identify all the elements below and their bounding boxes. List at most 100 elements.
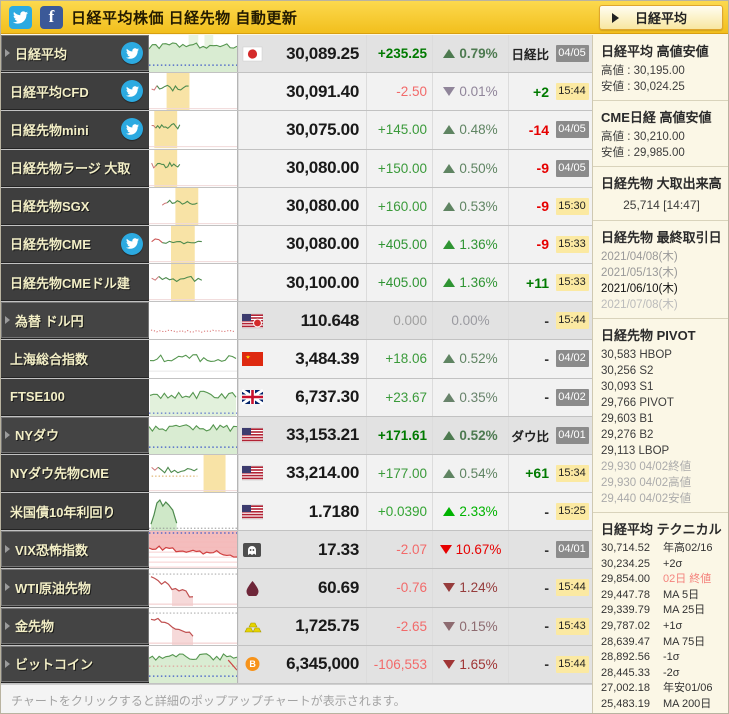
percent-value: 0.01%: [459, 84, 498, 100]
footer-note-text: チャートをクリックすると詳細のポップアップチャートが表示されます。: [11, 693, 406, 708]
percent-value: 2.33%: [459, 504, 498, 520]
change-value: +171.61: [366, 416, 432, 454]
market-label-14[interactable]: VIX恐怖指数: [1, 531, 149, 569]
time-badge: 15:33: [555, 274, 589, 292]
sparkline-chart[interactable]: [149, 264, 238, 302]
sparkline-chart[interactable]: [149, 73, 238, 111]
triangle-up-icon: [443, 125, 456, 135]
sparkline-chart[interactable]: [149, 187, 238, 225]
sidebar-section: 日経平均 テクニカル 30,714.52 年高02/16 30,234.25 +2σ 29…: [593, 513, 728, 713]
table-row: 日経先物ラージ 大取 30,080.00 +150.00 0.50% -9 04/05: [1, 149, 592, 188]
market-label-text: 日経先物CMEドル建: [10, 275, 130, 291]
price-cell: 30,080.00: [238, 149, 366, 187]
change-value: +235.25: [366, 35, 432, 73]
sidebar-section-title: 日経平均 高値安値: [601, 44, 709, 59]
price-value: 30,100.00: [286, 272, 359, 292]
nikkei-average-button[interactable]: 日経平均: [599, 5, 723, 30]
percent-change: 2.33%: [432, 493, 508, 531]
time-badge: 15:25: [555, 503, 589, 521]
technical-row: 25,483.19 MA 200日: [593, 697, 728, 713]
sparkline-chart[interactable]: [149, 645, 238, 683]
twitter-icon[interactable]: [121, 80, 143, 103]
table-row: ビットコイン B 6,345,000 -106,553 1.65% -15:44: [1, 645, 592, 684]
sparkline-chart[interactable]: [149, 454, 238, 493]
percent-value: 0.48%: [459, 122, 498, 138]
market-label-5[interactable]: 日経先物SGX: [1, 187, 149, 225]
timestamp-cell: 04/02: [554, 379, 590, 416]
twitter-icon[interactable]: [121, 232, 143, 255]
market-label-8[interactable]: 為替 ドル円: [1, 302, 149, 340]
twitter-icon[interactable]: [121, 118, 143, 141]
market-label-text: NYダウ: [15, 428, 60, 444]
market-label-7[interactable]: 日経先物CMEドル建: [1, 264, 149, 302]
spread-value: -: [508, 531, 554, 569]
twitter-icon[interactable]: [121, 42, 143, 65]
market-label-16[interactable]: 金先物: [1, 607, 149, 645]
technical-label: 02日 終値: [663, 573, 712, 586]
technical-label: +1σ: [663, 619, 683, 632]
technical-value: 25,483.19: [601, 697, 650, 710]
change-value: +177.00: [366, 454, 432, 493]
market-label-1[interactable]: 日経平均: [1, 35, 149, 73]
triangle-up-icon: [443, 278, 456, 288]
sparkline-chart[interactable]: [149, 225, 238, 264]
sparkline-chart[interactable]: [149, 340, 238, 378]
sidebar-value: 30,583 HBOP: [601, 349, 672, 361]
sparkline-chart[interactable]: [149, 35, 238, 73]
sparkline-chart[interactable]: [149, 569, 238, 607]
market-label-10[interactable]: FTSE100: [1, 378, 149, 416]
price-value: 33,214.00: [286, 463, 359, 483]
market-label-text: 日経平均: [15, 46, 68, 62]
timestamp-cell: 15:30: [554, 188, 590, 225]
date-badge: 04/05: [555, 45, 589, 63]
nikkei-average-button-label: 日経平均: [634, 11, 687, 26]
change-value: -2.65: [366, 607, 432, 645]
timestamp-cell: 04/01: [554, 417, 590, 454]
market-label-9[interactable]: 上海総合指数: [1, 340, 149, 378]
market-label-12[interactable]: NYダウ先物CME: [1, 454, 149, 493]
market-label-text: 日経先物ラージ 大取: [10, 161, 131, 177]
spread-value: -9: [508, 149, 554, 187]
comparison-header: 日経比: [508, 35, 554, 73]
facebook-icon[interactable]: f: [40, 5, 63, 29]
sparkline-chart[interactable]: [149, 302, 238, 340]
sparkline-chart[interactable]: [149, 493, 238, 531]
change-value: +145.00: [366, 111, 432, 149]
triangle-up-icon: [443, 239, 456, 249]
sparkline-chart[interactable]: [149, 111, 238, 149]
spread-value: -: [508, 607, 554, 645]
market-label-2[interactable]: 日経平均CFD: [1, 73, 149, 111]
change-value: +23.67: [366, 378, 432, 416]
spread-value: -9: [508, 187, 554, 225]
market-label-11[interactable]: NYダウ: [1, 416, 149, 454]
sparkline-chart[interactable]: [149, 531, 238, 569]
market-label-15[interactable]: WTI原油先物: [1, 569, 149, 607]
market-label-6[interactable]: 日経先物CME: [1, 225, 149, 264]
sparkline-chart[interactable]: [149, 607, 238, 645]
market-label-17[interactable]: ビットコイン: [1, 645, 149, 683]
technical-value: 28,445.33: [601, 666, 650, 679]
market-label-3[interactable]: 日経先物mini: [1, 111, 149, 149]
change-value: +18.06: [366, 340, 432, 378]
sidebar-value: 2021/04/08(木): [601, 251, 678, 263]
technical-row: 28,639.47 MA 75日: [593, 635, 728, 651]
market-label-4[interactable]: 日経先物ラージ 大取: [1, 149, 149, 187]
sparkline-chart[interactable]: [149, 149, 238, 187]
twitter-icon[interactable]: [9, 5, 32, 29]
timestamp-cell: 15:43: [554, 608, 590, 645]
market-label-13[interactable]: 米国債10年利回り: [1, 493, 149, 531]
percent-value: 0.52%: [459, 351, 498, 367]
table-row: 日経先物SGX 30,080.00 +160.00 0.53% -9 15:30: [1, 187, 592, 226]
price-value: 33,153.21: [286, 425, 359, 445]
sidebar-section: 日経平均 高値安値 高値 : 30,195.00 安値 : 30,024.25: [593, 35, 728, 101]
sidebar-section: 日経先物 最終取引日 2021/04/08(木) 2021/05/13(木) 2021…: [593, 221, 728, 319]
percent-change: 0.48%: [432, 111, 508, 149]
date-badge: 04/05: [555, 121, 589, 139]
percent-value: 1.65%: [459, 656, 498, 672]
sparkline-chart[interactable]: [149, 378, 238, 416]
time-badge: 15:44: [555, 655, 589, 673]
technical-value: 29,339.79: [601, 604, 650, 617]
change-value: +405.00: [366, 264, 432, 302]
price-value: 30,080.00: [286, 234, 359, 254]
sparkline-chart[interactable]: [149, 416, 238, 454]
